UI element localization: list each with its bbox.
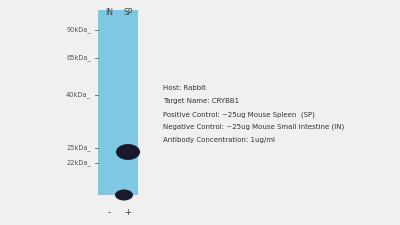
Text: 25kDa_: 25kDa_ <box>66 145 91 151</box>
Text: +: + <box>124 208 132 217</box>
Text: IN: IN <box>105 8 113 17</box>
Text: 90kDa_: 90kDa_ <box>66 27 91 33</box>
Text: Positive Control: ~25ug Mouse Spleen  (SP): Positive Control: ~25ug Mouse Spleen (SP… <box>163 111 315 117</box>
Text: Antibody Concentration: 1ug/ml: Antibody Concentration: 1ug/ml <box>163 137 275 143</box>
Ellipse shape <box>115 189 133 200</box>
Text: 65kDa_: 65kDa_ <box>66 55 91 61</box>
Text: Target Name: CRYBB1: Target Name: CRYBB1 <box>163 98 239 104</box>
Bar <box>98 10 138 195</box>
Text: Negative Control: ~25ug Mouse Small Intestine (IN): Negative Control: ~25ug Mouse Small Inte… <box>163 124 344 130</box>
Text: 40kDa_: 40kDa_ <box>66 92 91 98</box>
Text: -: - <box>108 208 110 217</box>
Text: SP: SP <box>123 8 133 17</box>
Text: 22kDa_: 22kDa_ <box>66 160 91 166</box>
Text: Host: Rabbit: Host: Rabbit <box>163 85 206 91</box>
Ellipse shape <box>116 144 140 160</box>
